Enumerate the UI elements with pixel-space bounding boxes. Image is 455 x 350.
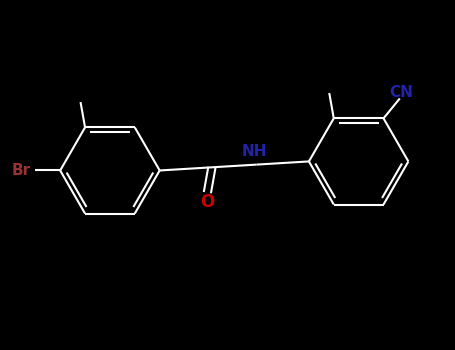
Text: Br: Br [12, 163, 31, 178]
Text: NH: NH [241, 145, 267, 160]
Text: O: O [200, 193, 214, 211]
Text: CN: CN [389, 85, 414, 100]
